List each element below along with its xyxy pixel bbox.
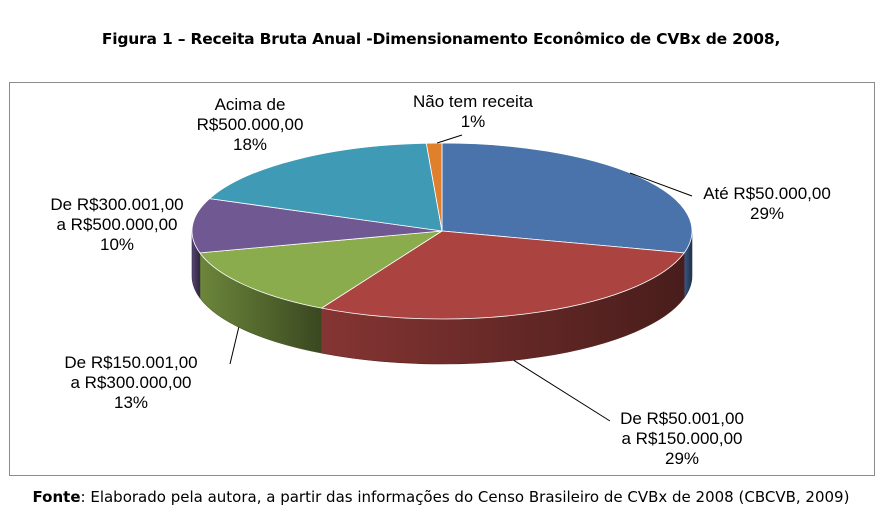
slice-pct-label: 29% [749,204,785,223]
slice-label-300001-500000: De R$300.001,00 a R$500.000,00 10% [32,195,202,255]
figure-title: Figura 1 – Receita Bruta Anual -Dimensio… [101,30,781,48]
slice-label-50001-150000: De R$50.001,00 a R$150.000,00 29% [597,409,767,469]
source-text: : Elaborado pela autora, a partir das in… [80,488,850,506]
slice-label-line: a R$300.000,00 [70,373,192,392]
pie-slice-2 [199,230,443,309]
slice-pct-label: 29% [664,449,700,468]
slice-label-nao-tem-receita: Não tem receita 1% [388,92,558,132]
slice-label-line: De R$300.001,00 [50,195,184,214]
pie-top-faces [191,142,693,320]
pie-slice-5 [425,142,443,232]
slice-label-ate-50000: Até R$50.000,00 29% [682,184,852,224]
pie-chart [191,134,693,422]
slice-label-line: R$500.000,00 [196,115,304,134]
slice-label-line: De R$50.001,00 [620,409,744,428]
leader-line-2 [229,327,240,365]
pie-slice-0 [441,142,693,254]
leader-line-5 [437,134,463,144]
pie-slice-4 [209,142,443,232]
figure-source: Fonte: Elaborado pela autora, a partir d… [0,487,882,508]
leader-line-0 [629,172,693,197]
slice-label-line: De R$150.001,00 [64,353,198,372]
chart-frame: Até R$50.000,00 29% De R$50.001,00 a R$1… [9,82,875,476]
slice-label-150001-300000: De R$150.001,00 a R$300.000,00 13% [46,353,216,413]
slice-pct-label: 13% [113,393,149,412]
slice-pct-label: 1% [460,112,486,131]
slice-label-line: a R$500.000,00 [56,215,178,234]
pie-slice-1 [321,230,685,320]
slice-label-line: Acima de [214,95,286,114]
leader-line-1 [513,359,611,422]
source-prefix: Fonte [32,488,81,506]
slice-pct-label: 18% [232,135,268,154]
slice-pct-label: 10% [99,235,135,254]
slice-label-line: a R$150.000,00 [621,429,743,448]
slice-label-acima-500000: Acima de R$500.000,00 18% [170,95,330,155]
pie-slice-3 [191,198,443,254]
slice-label-line: Até R$50.000,00 [703,184,831,203]
slice-label-line: Não tem receita [413,92,533,111]
